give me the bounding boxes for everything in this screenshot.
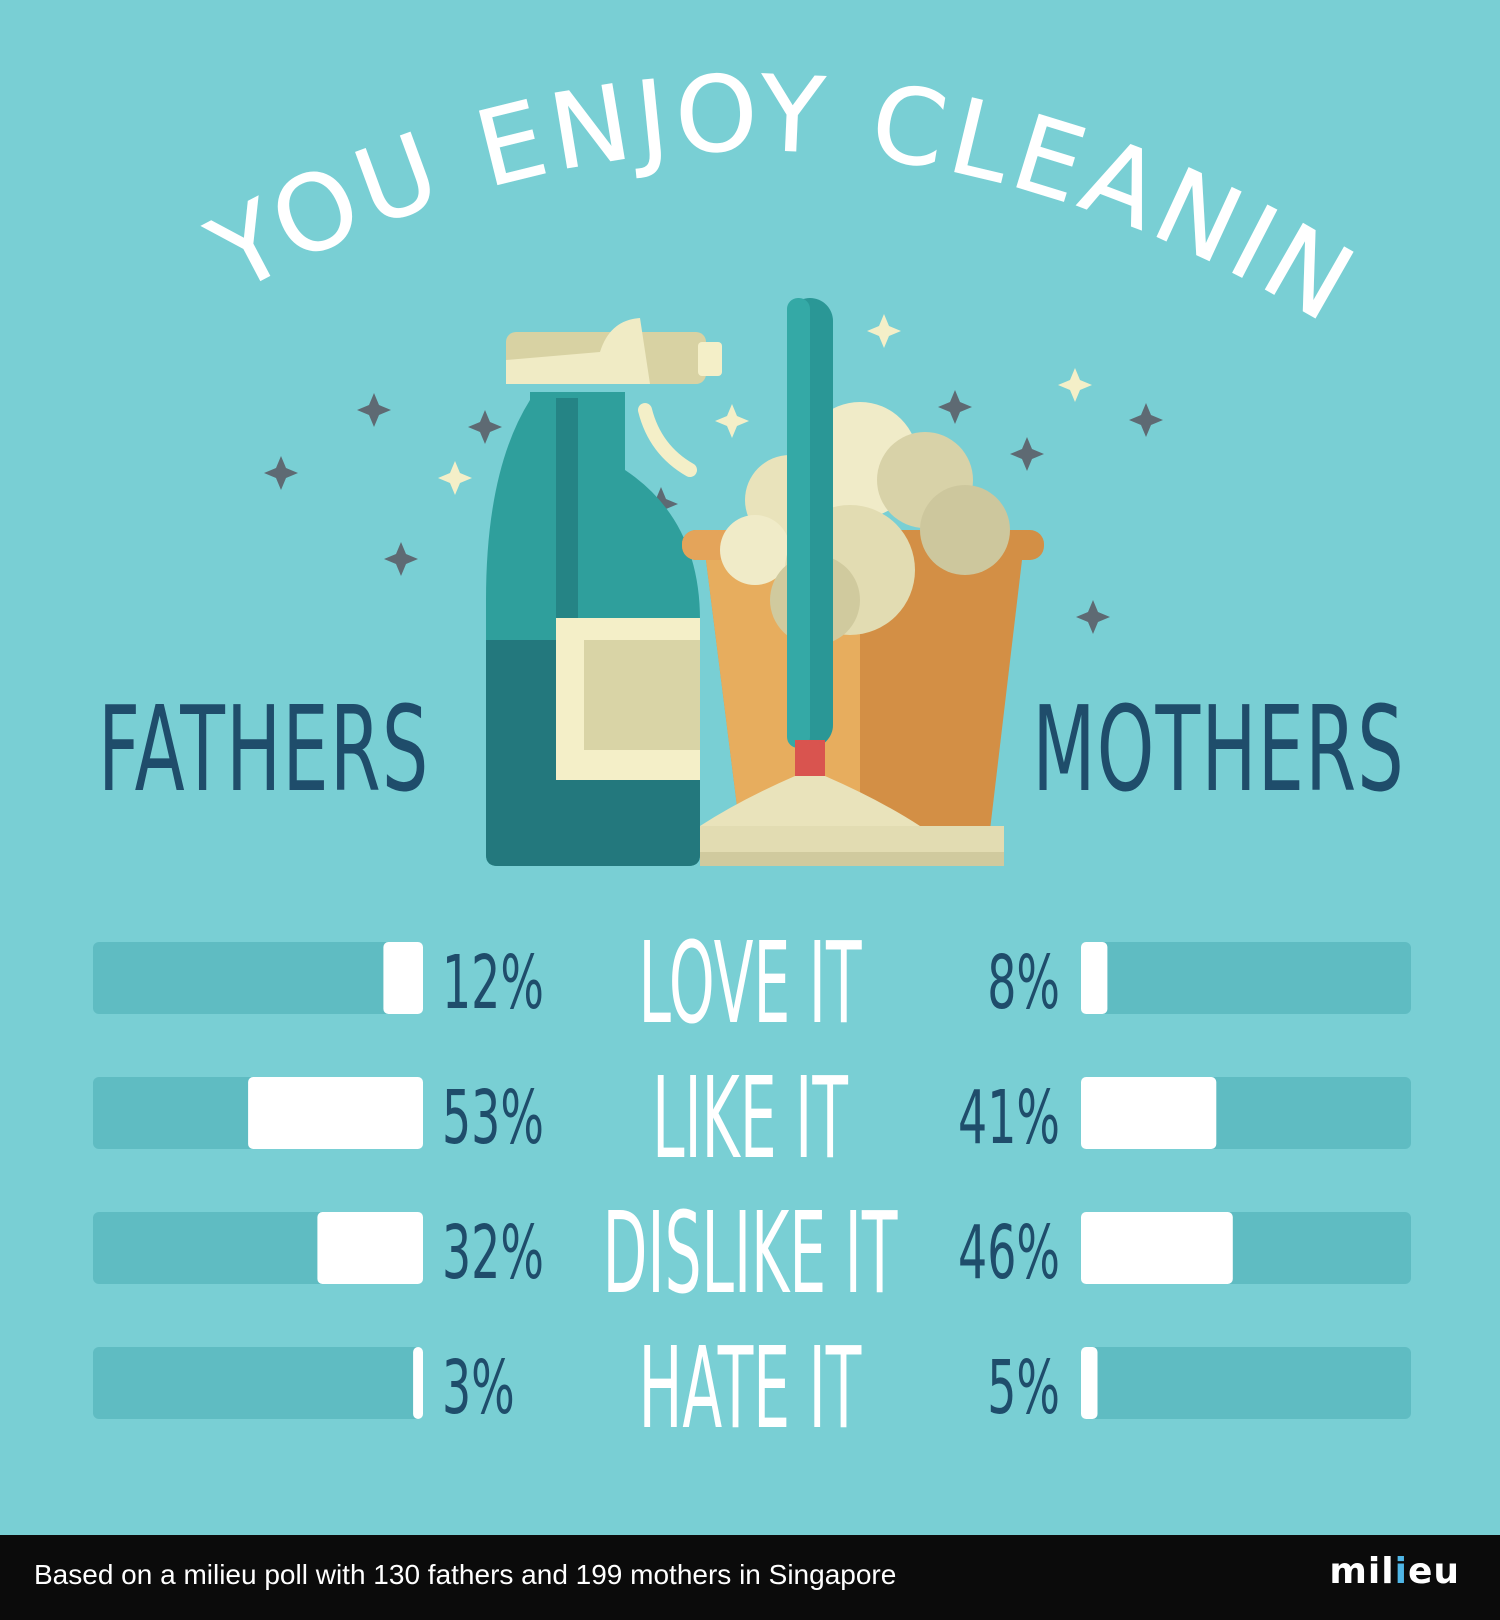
brand-logo: milieu <box>1329 1551 1460 1592</box>
mothers-bar <box>1081 1212 1233 1284</box>
fathers-value-label: 12% <box>442 939 544 1026</box>
spray-bottle-icon <box>486 318 722 866</box>
fathers-bar <box>248 1077 423 1149</box>
mothers-bar <box>1081 942 1108 1014</box>
fathers-bar <box>413 1347 423 1419</box>
category-label: HATE IT <box>639 1324 862 1454</box>
mothers-bar-track <box>1081 942 1411 1014</box>
category-label: LIKE IT <box>652 1054 848 1184</box>
mothers-bar <box>1081 1077 1217 1149</box>
cleaning-illustration <box>264 298 1163 866</box>
brand-dot: i <box>1394 1551 1408 1592</box>
mop-icon <box>700 298 1004 866</box>
fathers-value-label: 53% <box>442 1074 544 1161</box>
category-label: LOVE IT <box>638 919 861 1049</box>
mothers-value-label: 8% <box>987 939 1060 1026</box>
bucket-icon <box>682 402 1044 830</box>
fathers-bar-track <box>93 942 423 1014</box>
footer-note: Based on a milieu poll with 130 fathers … <box>34 1559 897 1590</box>
fathers-value-label: 3% <box>442 1344 515 1431</box>
category-label: DISLIKE IT <box>603 1189 898 1319</box>
fathers-value-label: 32% <box>442 1209 544 1296</box>
mothers-bar-track <box>1081 1347 1411 1419</box>
title-graphic: DO YOU ENJOY CLEANING? <box>0 0 1372 348</box>
mothers-label: MOTHERS <box>1032 680 1405 818</box>
mothers-value-label: 41% <box>958 1074 1060 1161</box>
footer: Based on a milieu poll with 130 fathers … <box>0 1535 1500 1620</box>
fathers-bar <box>317 1212 423 1284</box>
fathers-bar-track <box>93 1347 423 1419</box>
fathers-label: FATHERS <box>98 680 430 818</box>
sparkles-light <box>438 314 1092 495</box>
mothers-value-label: 46% <box>958 1209 1060 1296</box>
fathers-bar <box>383 942 423 1014</box>
bar-chart: 12% 8% LOVE IT 53% 41% LIKE IT 32% 46% DISLIKE I… <box>93 919 1411 1455</box>
mothers-bar <box>1081 1347 1098 1419</box>
mothers-value-label: 5% <box>987 1344 1060 1431</box>
